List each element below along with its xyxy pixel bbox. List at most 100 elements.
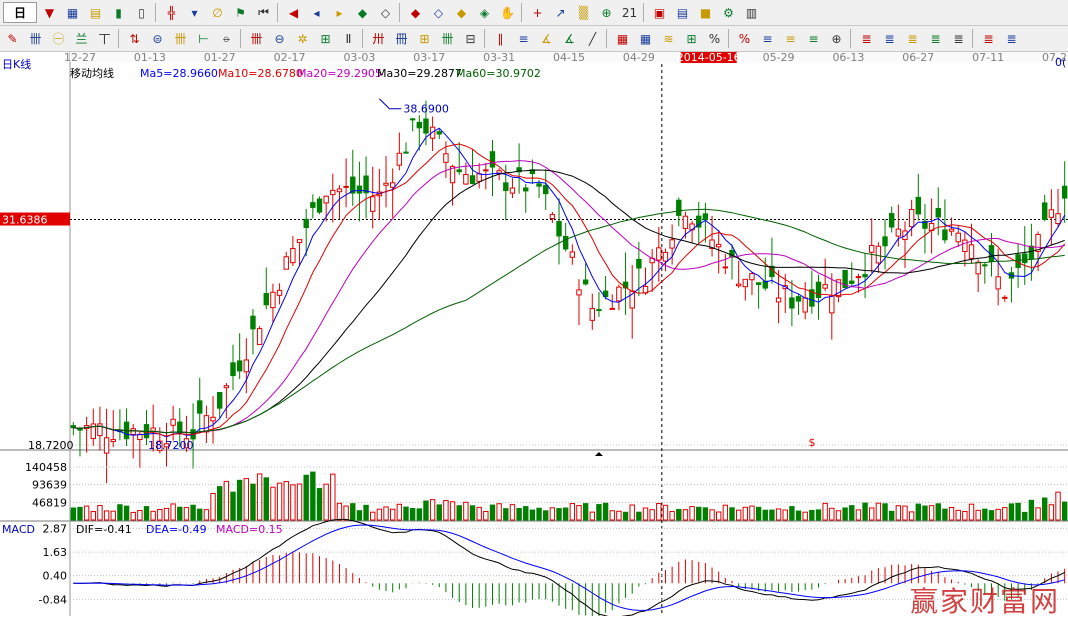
tool-19-icon[interactable]: 卌 — [441, 32, 454, 46]
calendar-icon[interactable]: 21 — [621, 5, 638, 20]
candle-body — [982, 264, 988, 267]
save-icon[interactable]: ■ — [699, 5, 712, 20]
database-icon[interactable]: ▥ — [745, 5, 758, 20]
toolbar-separator — [484, 29, 485, 48]
macd-axis-label: 2.87 — [43, 522, 68, 535]
tool-16-icon[interactable]: 卅 — [372, 32, 385, 46]
tool-18-icon[interactable]: ⊞ — [419, 31, 430, 46]
dropdown-icon[interactable]: ▾ — [191, 5, 198, 20]
diamond-left-icon[interactable]: ◇ — [380, 5, 391, 20]
candle-body — [396, 152, 403, 166]
volume-bar — [549, 507, 556, 521]
candle-icon[interactable]: ╬ — [167, 5, 176, 20]
tool-8-icon[interactable]: 卌 — [174, 32, 187, 46]
candle-body — [516, 167, 522, 173]
bracket-icon[interactable]: ▒ — [578, 5, 589, 20]
tool-2-icon[interactable]: 卌 — [29, 32, 42, 46]
tool-38-icon[interactable]: ≣ — [907, 31, 918, 46]
volume-bar — [509, 504, 516, 521]
tool-23-icon[interactable]: ∡ — [541, 31, 552, 46]
diamond-both-icon[interactable]: ◆ — [456, 5, 467, 20]
screen-icon[interactable]: ▣ — [653, 5, 666, 20]
tool-14-icon[interactable]: ⊞ — [320, 31, 331, 46]
volume-bar — [230, 491, 236, 521]
candle-body — [523, 187, 529, 192]
tool-9-icon[interactable]: ⊢ — [198, 31, 209, 46]
volume-bar — [97, 505, 103, 521]
notes-icon[interactable]: ▤ — [676, 5, 689, 20]
bar-chart-up-icon[interactable]: ▮ — [115, 5, 122, 20]
tool-24-icon[interactable]: ∡ — [564, 31, 575, 46]
diamond-down-icon[interactable]: ◇ — [433, 5, 444, 20]
candle-body — [256, 328, 263, 345]
tool-22-icon[interactable]: ≡ — [518, 31, 529, 46]
tool-20-icon[interactable]: ⊟ — [465, 31, 476, 46]
volume-bar — [948, 507, 955, 521]
tool-42-icon[interactable]: ≣ — [1006, 31, 1017, 46]
tool-25-icon[interactable]: ╱ — [588, 31, 597, 46]
toolbar-separator — [155, 3, 156, 22]
volume-bar — [982, 508, 988, 521]
volume-bar — [915, 503, 921, 521]
volume-bar — [296, 483, 303, 521]
tool-6-icon[interactable]: ⇅ — [129, 31, 140, 46]
tool-36-icon[interactable]: ≣ — [861, 31, 872, 46]
grid-view-icon[interactable]: ▦ — [66, 5, 79, 20]
tool-15-icon[interactable]: Ⅱ — [345, 31, 352, 46]
tool-5-icon[interactable]: 丅 — [98, 32, 111, 46]
tool-30-icon[interactable]: % — [708, 31, 721, 46]
volume-bar — [170, 503, 176, 521]
tool-41-icon[interactable]: ≣ — [983, 31, 994, 46]
document-icon[interactable]: ▤ — [89, 5, 102, 20]
tool-33-icon[interactable]: ≡ — [785, 31, 796, 46]
tool-39-icon[interactable]: ≣ — [930, 31, 941, 46]
diamond-all-icon[interactable]: ◈ — [479, 5, 490, 20]
no-formula-icon[interactable]: ∅ — [212, 5, 223, 20]
tool-31-icon[interactable]: % — [738, 31, 751, 46]
tool-29-icon[interactable]: ⊞ — [686, 31, 697, 46]
arrow-down-icon[interactable]: ▼ — [44, 5, 55, 20]
tool-7-icon[interactable]: ⊜ — [152, 31, 163, 46]
volume-axis-label: 46819 — [32, 496, 67, 509]
tool-4-icon[interactable]: 兰 — [75, 32, 88, 46]
volume-bar — [955, 509, 961, 521]
tool-40-icon[interactable]: ≣ — [953, 31, 964, 46]
tool-13-icon[interactable]: ✲ — [297, 31, 308, 46]
crosshair-icon[interactable]: + — [532, 5, 543, 20]
date-tick-label: 03-17 — [413, 52, 445, 64]
tool-10-icon[interactable]: ⦵ — [221, 31, 232, 45]
prev-page-icon[interactable]: ◀ — [288, 5, 299, 20]
tools-icon[interactable]: ⚙ — [723, 5, 734, 20]
back-icon[interactable]: ◂ — [313, 5, 320, 20]
flag-icon[interactable]: ⚑ — [235, 5, 246, 20]
candle-body — [1055, 213, 1061, 225]
tool-37-icon[interactable]: ≣ — [884, 31, 895, 46]
tool-27-icon[interactable]: ▦ — [639, 31, 652, 46]
draw-icon[interactable]: ↗ — [555, 5, 566, 20]
tool-32-icon[interactable]: ≡ — [762, 31, 773, 46]
tool-34-icon[interactable]: ≡ — [808, 31, 819, 46]
diamond-up-icon[interactable]: ◆ — [357, 5, 368, 20]
period-selector[interactable]: 日 — [3, 2, 37, 23]
tool-12-icon[interactable]: ⊖ — [274, 31, 285, 46]
tool-3-icon[interactable]: ㊀ — [52, 32, 65, 46]
candle-body — [915, 196, 921, 215]
stock-chart[interactable]: 12-27 01-13 01-27 02-17 03-03 03-17 03-31 04-15… — [0, 52, 1068, 616]
candle-body — [962, 239, 968, 252]
volume-bar — [749, 505, 755, 521]
tool-26-icon[interactable]: ▦ — [616, 31, 629, 46]
tool-11-icon[interactable]: 卌 — [250, 32, 263, 46]
forward-icon[interactable]: ▸ — [336, 5, 343, 20]
zoom-icon[interactable]: ⊕ — [601, 5, 612, 20]
date-tick-label: 02-17 — [274, 52, 306, 64]
hand-icon[interactable]: ✋ — [500, 5, 515, 20]
first-page-icon[interactable]: ⏮ — [258, 5, 269, 19]
tool-35-icon[interactable]: ⊕ — [831, 31, 842, 46]
tool-1-icon[interactable]: ✎ — [7, 31, 18, 46]
tool-21-icon[interactable]: ∥ — [497, 31, 504, 46]
tool-28-icon[interactable]: ≋ — [663, 31, 674, 46]
diamond-right-icon[interactable]: ◆ — [410, 5, 421, 20]
bar-chart-down-icon[interactable]: ▯ — [138, 5, 145, 20]
candle-body — [243, 359, 250, 373]
tool-17-icon[interactable]: 冊 — [395, 32, 408, 46]
